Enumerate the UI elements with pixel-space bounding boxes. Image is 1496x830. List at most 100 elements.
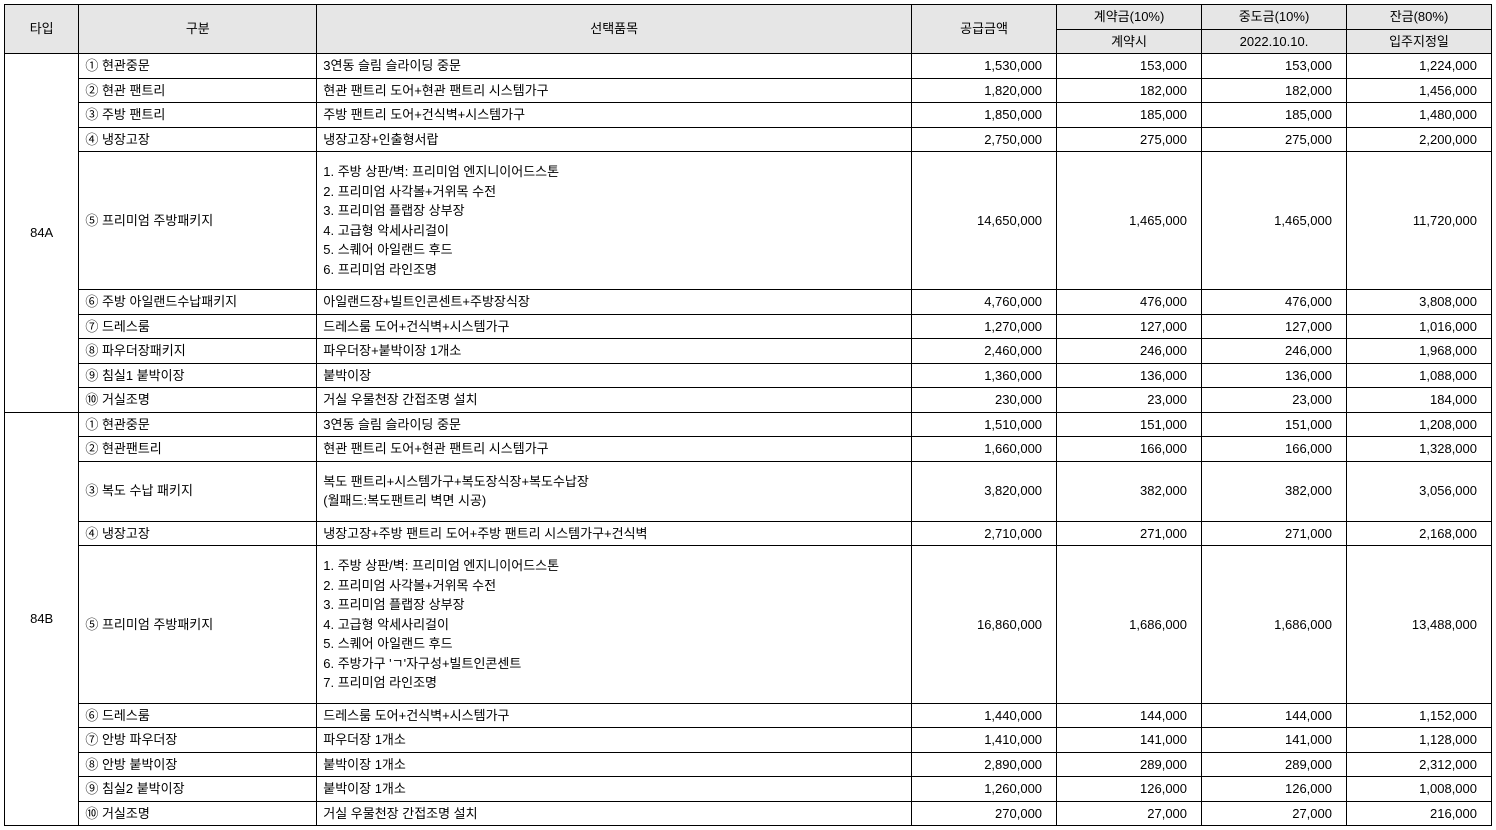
- gubun-cell: ⑩ 거실조명: [79, 801, 317, 826]
- gubun-cell: ③ 복도 수납 패키지: [79, 461, 317, 521]
- amount-cell: 144,000: [1202, 703, 1347, 728]
- type-cell: 84A: [5, 54, 79, 413]
- header-type: 타입: [5, 5, 79, 54]
- gubun-cell: ⑦ 안방 파우더장: [79, 728, 317, 753]
- amount-cell: 144,000: [1057, 703, 1202, 728]
- amount-cell: 16,860,000: [912, 546, 1057, 704]
- table-row: ③ 주방 팬트리주방 팬트리 도어+건식벽+시스템가구1,850,000185,…: [5, 103, 1492, 128]
- amount-cell: 141,000: [1202, 728, 1347, 753]
- amount-cell: 2,312,000: [1346, 752, 1491, 777]
- gubun-cell: ⑧ 파우더장패키지: [79, 339, 317, 364]
- amount-cell: 1,820,000: [912, 78, 1057, 103]
- amount-cell: 1,530,000: [912, 54, 1057, 79]
- item-cell: 파우더장+붙박이장 1개소: [317, 339, 912, 364]
- amount-cell: 230,000: [912, 388, 1057, 413]
- gubun-cell: ④ 냉장고장: [79, 521, 317, 546]
- options-table: 타입 구분 선택품목 공급금액 계약금(10%) 중도금(10%) 잔금(80%…: [4, 4, 1492, 826]
- table-row: ⑧ 안방 붙박이장붙박이장 1개소2,890,000289,000289,000…: [5, 752, 1492, 777]
- item-cell: 3연동 슬림 슬라이딩 중문: [317, 412, 912, 437]
- amount-cell: 271,000: [1202, 521, 1347, 546]
- amount-cell: 182,000: [1057, 78, 1202, 103]
- table-row: ③ 복도 수납 패키지복도 팬트리+시스템가구+복도장식장+복도수납장 (월패드…: [5, 461, 1492, 521]
- amount-cell: 23,000: [1057, 388, 1202, 413]
- amount-cell: 1,480,000: [1346, 103, 1491, 128]
- gubun-cell: ⑨ 침실2 붙박이장: [79, 777, 317, 802]
- header-gubun: 구분: [79, 5, 317, 54]
- gubun-cell: ⑩ 거실조명: [79, 388, 317, 413]
- amount-cell: 1,456,000: [1346, 78, 1491, 103]
- amount-cell: 271,000: [1057, 521, 1202, 546]
- item-cell: 복도 팬트리+시스템가구+복도장식장+복도수납장 (월패드:복도팬트리 벽면 시…: [317, 461, 912, 521]
- item-cell: 아일랜드장+빌트인콘센트+주방장식장: [317, 290, 912, 315]
- item-cell: 현관 팬트리 도어+현관 팬트리 시스템가구: [317, 78, 912, 103]
- header-supply: 공급금액: [912, 5, 1057, 54]
- amount-cell: 182,000: [1202, 78, 1347, 103]
- amount-cell: 1,128,000: [1346, 728, 1491, 753]
- amount-cell: 1,328,000: [1346, 437, 1491, 462]
- amount-cell: 1,510,000: [912, 412, 1057, 437]
- item-cell: 붙박이장 1개소: [317, 752, 912, 777]
- amount-cell: 289,000: [1202, 752, 1347, 777]
- item-cell: 냉장고장+인출형서랍: [317, 127, 912, 152]
- amount-cell: 246,000: [1202, 339, 1347, 364]
- amount-cell: 1,440,000: [912, 703, 1057, 728]
- amount-cell: 151,000: [1202, 412, 1347, 437]
- gubun-cell: ② 현관 팬트리: [79, 78, 317, 103]
- header-contract-sub: 계약시: [1057, 29, 1202, 54]
- amount-cell: 289,000: [1057, 752, 1202, 777]
- amount-cell: 1,686,000: [1202, 546, 1347, 704]
- amount-cell: 216,000: [1346, 801, 1491, 826]
- item-cell: 1. 주방 상판/벽: 프리미엄 엔지니이어드스톤 2. 프리미엄 사각볼+거위…: [317, 546, 912, 704]
- amount-cell: 382,000: [1202, 461, 1347, 521]
- header-balance-sub: 입주지정일: [1346, 29, 1491, 54]
- table-row: ⑤ 프리미엄 주방패키지1. 주방 상판/벽: 프리미엄 엔지니이어드스톤 2.…: [5, 152, 1492, 290]
- item-cell: 거실 우물천장 간접조명 설치: [317, 388, 912, 413]
- amount-cell: 476,000: [1057, 290, 1202, 315]
- amount-cell: 2,890,000: [912, 752, 1057, 777]
- amount-cell: 246,000: [1057, 339, 1202, 364]
- amount-cell: 27,000: [1202, 801, 1347, 826]
- table-row: ⑩ 거실조명거실 우물천장 간접조명 설치230,00023,00023,000…: [5, 388, 1492, 413]
- amount-cell: 127,000: [1202, 314, 1347, 339]
- amount-cell: 136,000: [1202, 363, 1347, 388]
- amount-cell: 476,000: [1202, 290, 1347, 315]
- amount-cell: 1,224,000: [1346, 54, 1491, 79]
- table-row: ② 현관팬트리현관 팬트리 도어+현관 팬트리 시스템가구1,660,00016…: [5, 437, 1492, 462]
- amount-cell: 1,686,000: [1057, 546, 1202, 704]
- amount-cell: 275,000: [1057, 127, 1202, 152]
- amount-cell: 382,000: [1057, 461, 1202, 521]
- amount-cell: 1,208,000: [1346, 412, 1491, 437]
- amount-cell: 13,488,000: [1346, 546, 1491, 704]
- gubun-cell: ⑤ 프리미엄 주방패키지: [79, 546, 317, 704]
- gubun-cell: ③ 주방 팬트리: [79, 103, 317, 128]
- table-row: ④ 냉장고장냉장고장+인출형서랍2,750,000275,000275,0002…: [5, 127, 1492, 152]
- table-row: ⑥ 주방 아일랜드수납패키지아일랜드장+빌트인콘센트+주방장식장4,760,00…: [5, 290, 1492, 315]
- item-cell: 드레스룸 도어+건식벽+시스템가구: [317, 314, 912, 339]
- header-balance: 잔금(80%): [1346, 5, 1491, 30]
- amount-cell: 1,968,000: [1346, 339, 1491, 364]
- item-cell: 붙박이장 1개소: [317, 777, 912, 802]
- gubun-cell: ④ 냉장고장: [79, 127, 317, 152]
- amount-cell: 1,270,000: [912, 314, 1057, 339]
- amount-cell: 126,000: [1202, 777, 1347, 802]
- amount-cell: 4,760,000: [912, 290, 1057, 315]
- amount-cell: 1,465,000: [1057, 152, 1202, 290]
- table-row: ⑨ 침실1 붙박이장붙박이장1,360,000136,000136,0001,0…: [5, 363, 1492, 388]
- table-row: ⑩ 거실조명거실 우물천장 간접조명 설치270,00027,00027,000…: [5, 801, 1492, 826]
- amount-cell: 23,000: [1202, 388, 1347, 413]
- amount-cell: 184,000: [1346, 388, 1491, 413]
- table-row: ④ 냉장고장냉장고장+주방 팬트리 도어+주방 팬트리 시스템가구+건식벽2,7…: [5, 521, 1492, 546]
- gubun-cell: ① 현관중문: [79, 412, 317, 437]
- table-header: 타입 구분 선택품목 공급금액 계약금(10%) 중도금(10%) 잔금(80%…: [5, 5, 1492, 54]
- amount-cell: 270,000: [912, 801, 1057, 826]
- amount-cell: 153,000: [1057, 54, 1202, 79]
- gubun-cell: ② 현관팬트리: [79, 437, 317, 462]
- header-item: 선택품목: [317, 5, 912, 54]
- amount-cell: 185,000: [1202, 103, 1347, 128]
- header-mid: 중도금(10%): [1202, 5, 1347, 30]
- amount-cell: 1,360,000: [912, 363, 1057, 388]
- amount-cell: 1,152,000: [1346, 703, 1491, 728]
- item-cell: 3연동 슬림 슬라이딩 중문: [317, 54, 912, 79]
- table-row: ⑥ 드레스룸드레스룸 도어+건식벽+시스템가구1,440,000144,0001…: [5, 703, 1492, 728]
- amount-cell: 141,000: [1057, 728, 1202, 753]
